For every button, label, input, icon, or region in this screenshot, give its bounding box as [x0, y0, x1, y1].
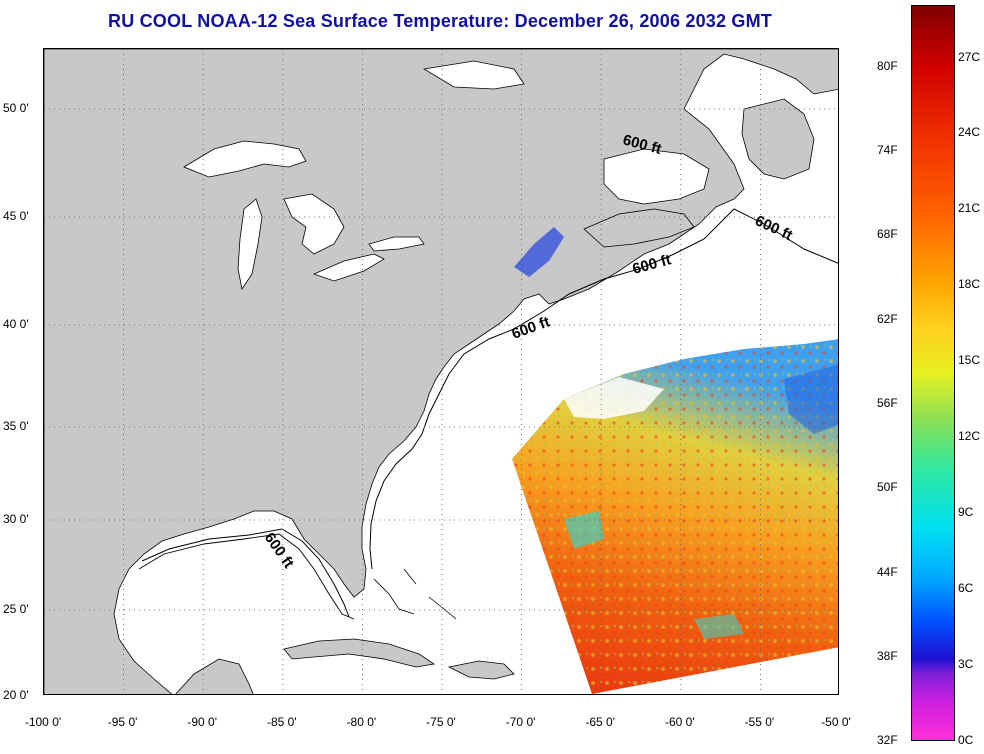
lon-tick-label: -55 0'	[744, 715, 775, 729]
depth-label-gulf: 600 ft	[261, 530, 297, 572]
lon-tick-label: -75 0'	[426, 715, 456, 729]
lon-tick-label: -70 0'	[505, 715, 536, 729]
colorbar-c-label: 27C	[958, 50, 981, 64]
lon-tick-label: -95 0'	[107, 715, 138, 729]
colorbar-f-label: 44F	[877, 565, 898, 579]
colorbar-f-label: 50F	[877, 480, 898, 494]
colorbar-c-label: 21C	[958, 201, 981, 215]
lat-tick-label: 45 0'	[3, 209, 29, 223]
st-lawrence-gulf	[603, 148, 710, 205]
land-bahamas	[373, 568, 457, 620]
temperature-colorbar	[911, 5, 955, 741]
sst-cyan-patch-2	[694, 614, 744, 639]
land-hispaniola	[447, 660, 515, 680]
colorbar-c-label: 15C	[958, 353, 981, 367]
colorbar-c-label: 18C	[958, 277, 981, 291]
colorbar-f-label: 74F	[877, 143, 898, 157]
colorbar-f-label: 68F	[877, 227, 898, 241]
depth-label-midatlantic: 600 ft	[510, 313, 553, 342]
lake-erie	[312, 253, 385, 282]
map-panel: 600 ft 600 ft 600 ft 600 ft 600 ft	[43, 48, 839, 695]
lat-tick-label: 35 0'	[3, 419, 29, 433]
land-cuba	[283, 638, 436, 668]
lat-tick-label: 20 0'	[3, 688, 29, 702]
colorbar-f-label: 62F	[877, 312, 898, 326]
lat-tick-label: 25 0'	[3, 602, 29, 616]
colorbar-f-label: 80F	[877, 59, 898, 73]
gulf-shelf-line	[138, 533, 355, 620]
map-title: RU COOL NOAA-12 Sea Surface Temperature:…	[108, 11, 772, 31]
depth-contour-gulf	[141, 528, 350, 618]
lake-huron	[283, 193, 345, 255]
depth-label-scotian: 600 ft	[752, 212, 795, 244]
lat-tick-label: 30 0'	[3, 512, 29, 526]
lon-tick-label: -85 0'	[266, 715, 297, 729]
lon-tick-label: -90 0'	[187, 715, 218, 729]
colorbar-c-label: 6C	[958, 581, 974, 595]
colorbar-c-label: 24C	[958, 125, 981, 139]
lat-tick-label: 50 0'	[3, 101, 29, 115]
sst-cool-edge	[784, 364, 838, 434]
sst-cloud-gap	[564, 377, 664, 419]
colorbar-f-label: 38F	[877, 649, 898, 663]
hudson-bay-inlet	[422, 60, 525, 90]
lon-tick-label: -80 0'	[346, 715, 377, 729]
sst-maine-gulf	[514, 227, 564, 277]
colorbar-f-label: 32F	[877, 733, 898, 747]
sst-map: 600 ft 600 ft 600 ft 600 ft 600 ft	[44, 49, 838, 694]
colorbar-f-label: 56F	[877, 396, 898, 410]
lon-tick-label: -60 0'	[664, 715, 695, 729]
lake-michigan	[237, 198, 263, 291]
colorbar-c-label: 0C	[958, 733, 974, 747]
lat-tick-label: 40 0'	[3, 317, 29, 331]
colorbar-c-label: 12C	[958, 429, 981, 443]
colorbar-c-label: 3C	[958, 657, 974, 671]
lon-tick-label: -50 0'	[821, 715, 851, 729]
land-nova-scotia	[583, 208, 695, 248]
lake-superior	[183, 140, 307, 178]
depth-contour-600ft	[369, 208, 838, 570]
land-north-america	[44, 49, 838, 694]
lon-tick-label: -65 0'	[585, 715, 616, 729]
lon-tick-label: -100 0'	[24, 715, 62, 729]
land-newfoundland	[741, 98, 815, 180]
lake-ontario	[368, 236, 425, 252]
yucatan-land	[175, 658, 254, 694]
sst-cyan-patch	[564, 511, 604, 549]
colorbar-c-label: 9C	[958, 505, 974, 519]
sst-texture	[512, 339, 838, 694]
